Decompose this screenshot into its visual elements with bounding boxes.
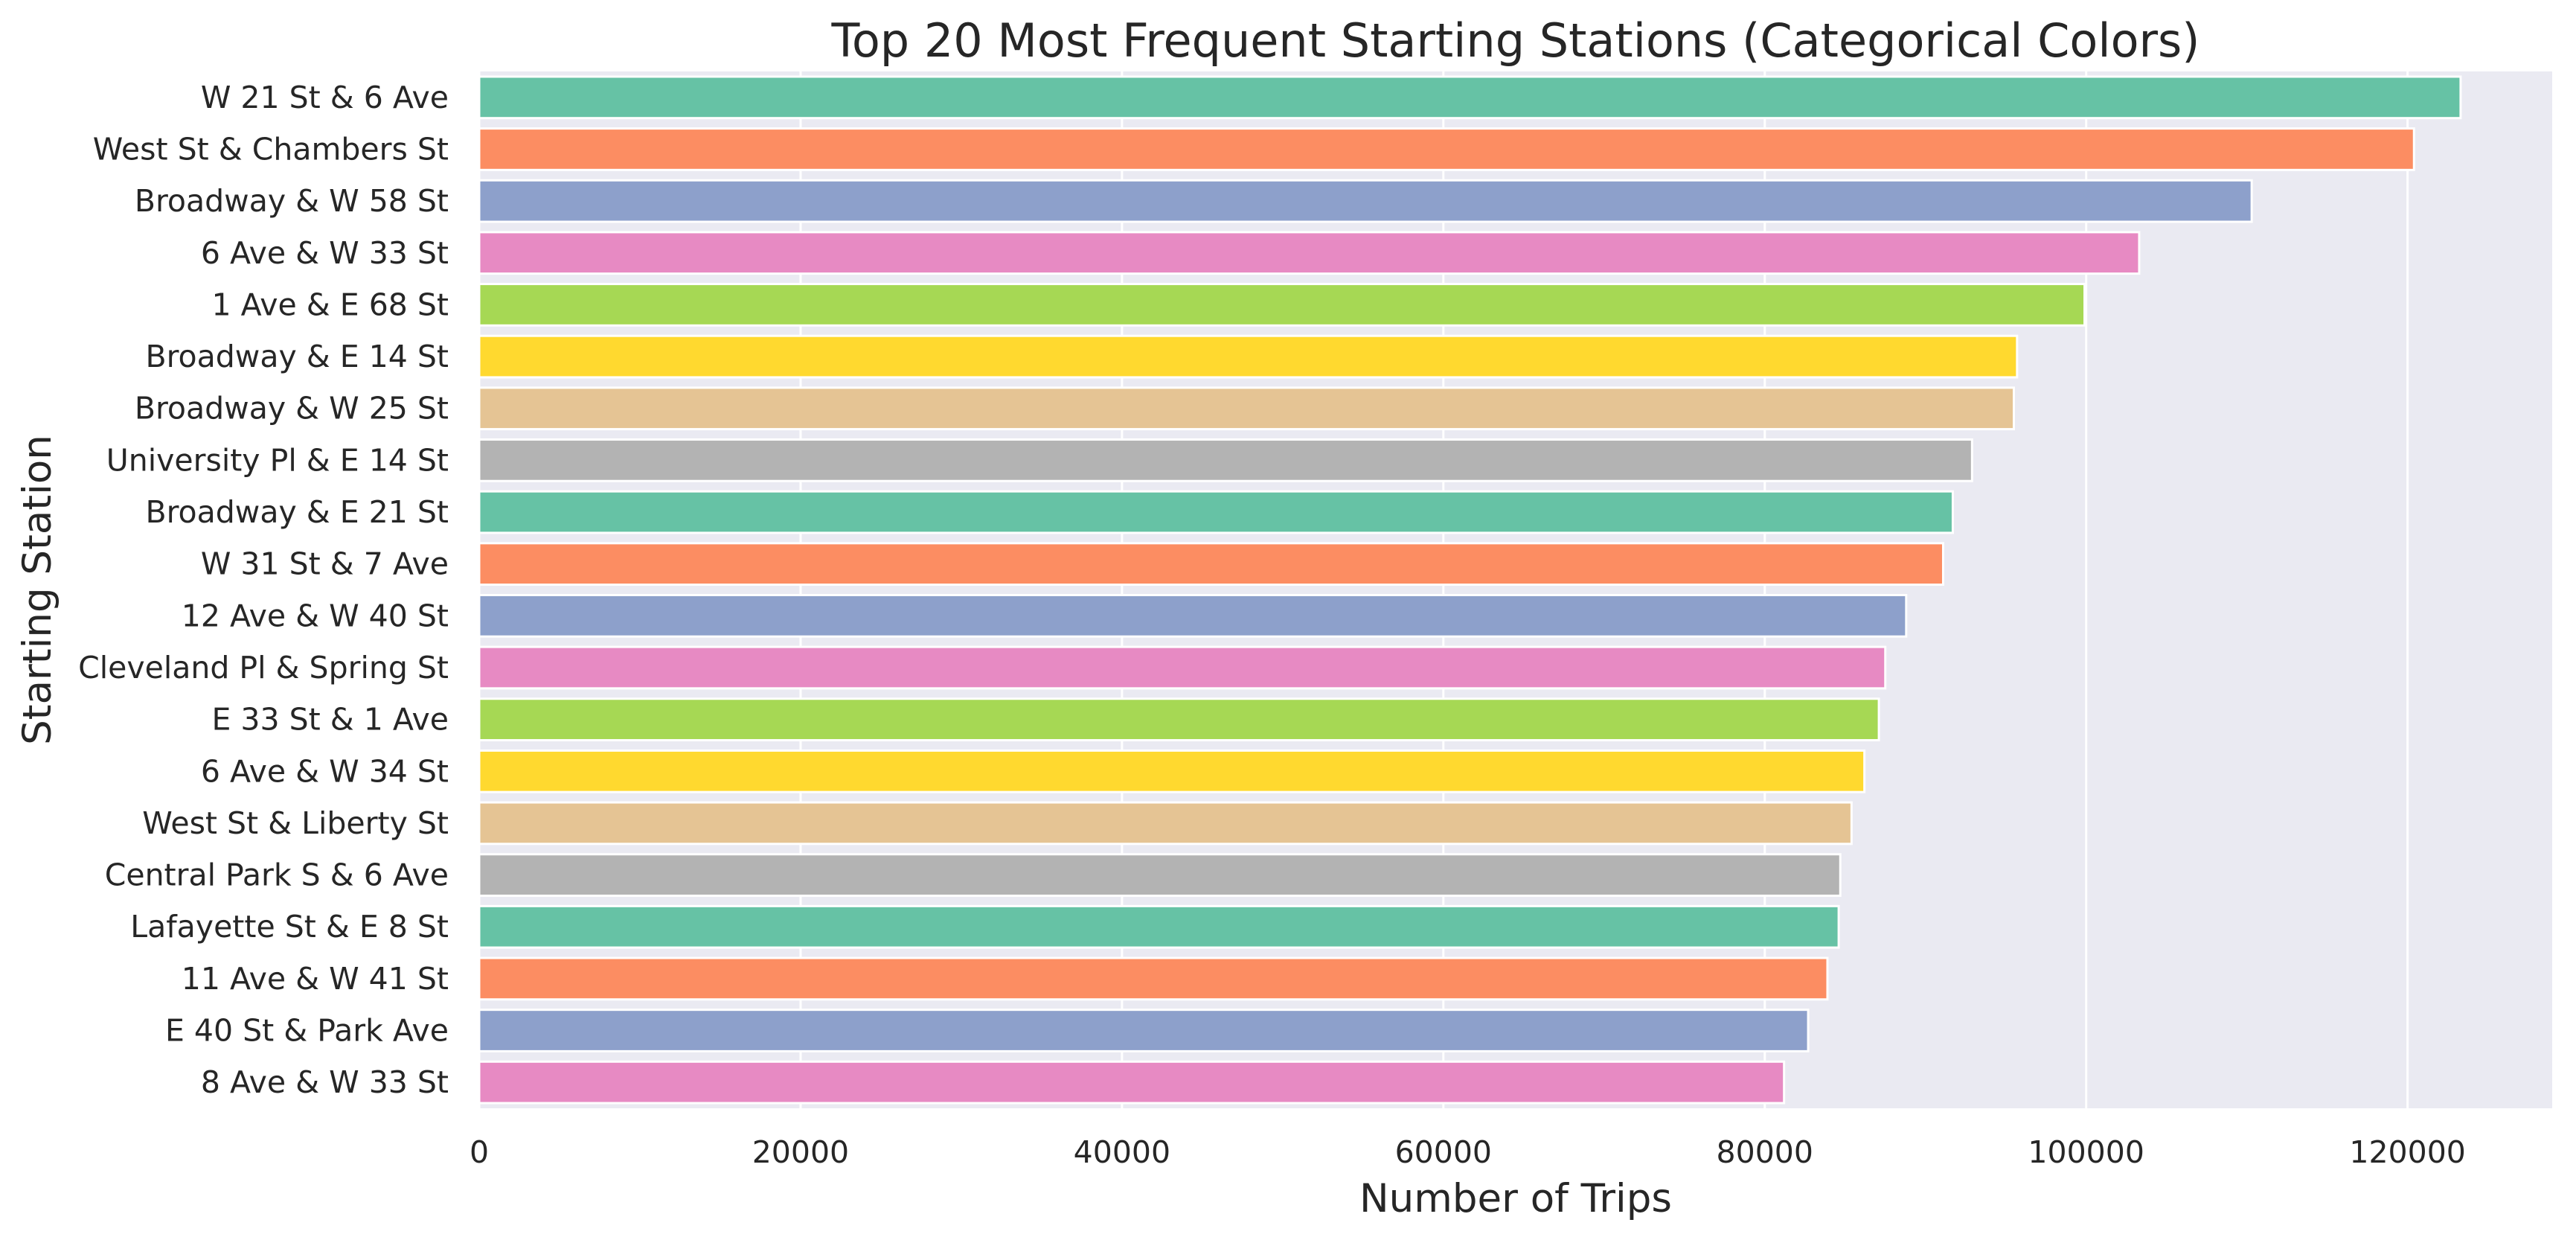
- bar: [478, 697, 1880, 741]
- bar: [478, 853, 1842, 897]
- bar: [478, 75, 2462, 120]
- bar: [478, 593, 1908, 638]
- y-tick-label: 1 Ave & E 68 St: [211, 287, 449, 322]
- bar: [478, 438, 1973, 482]
- x-tick-label: 60000: [1395, 1134, 1492, 1170]
- y-tick-label: Central Park S & 6 Ave: [105, 857, 449, 893]
- y-tick-label: W 21 St & 6 Ave: [201, 80, 449, 115]
- bar: [478, 334, 2019, 379]
- bar: [478, 231, 2141, 275]
- y-tick-label: 6 Ave & W 33 St: [201, 235, 449, 271]
- bar: [478, 283, 2086, 327]
- bar: [478, 127, 2415, 171]
- y-tick-label: 8 Ave & W 33 St: [201, 1064, 449, 1100]
- bar: [478, 904, 1840, 949]
- bar: [478, 1060, 1786, 1105]
- plot-area: [479, 71, 2552, 1108]
- x-tick-label: 80000: [1717, 1134, 1813, 1170]
- bar: [478, 1009, 1810, 1052]
- x-tick-label: 40000: [1074, 1134, 1170, 1170]
- x-tick-label: 100000: [2028, 1134, 2144, 1170]
- chart-title: Top 20 Most Frequent Starting Stations (…: [831, 13, 2200, 68]
- y-tick-label: Cleveland Pl & Spring St: [78, 650, 449, 686]
- y-tick-label: W 31 St & 7 Ave: [201, 546, 449, 582]
- bar: [478, 801, 1853, 846]
- y-tick-label: Lafayette St & E 8 St: [130, 909, 449, 945]
- bar: [478, 490, 1954, 534]
- y-tick-label: University Pl & E 14 St: [106, 442, 449, 478]
- y-axis-label: Starting Station: [15, 435, 60, 745]
- x-tick-label: 120000: [2349, 1134, 2466, 1170]
- x-tick-label: 20000: [752, 1134, 849, 1170]
- y-tick-label: Broadway & E 14 St: [145, 339, 449, 374]
- bar: [478, 386, 2016, 431]
- y-tick-labels: W 21 St & 6 Ave West St & Chambers St Broa…: [78, 80, 449, 1100]
- bar: [478, 542, 1944, 587]
- y-tick-label: West St & Liberty St: [142, 805, 449, 841]
- bar: [478, 179, 2253, 223]
- y-tick-label: 11 Ave & W 41 St: [182, 961, 449, 997]
- y-tick-label: Broadway & W 25 St: [135, 391, 449, 426]
- y-tick-label: West St & Chambers St: [93, 131, 449, 167]
- y-tick-label: E 33 St & 1 Ave: [211, 702, 449, 738]
- y-tick-label: Broadway & E 21 St: [145, 494, 449, 530]
- y-tick-label: Broadway & W 58 St: [135, 183, 449, 219]
- bar: [478, 749, 1866, 793]
- bars: [478, 75, 2462, 1105]
- x-tick-label: 0: [470, 1134, 489, 1170]
- y-tick-label: 6 Ave & W 34 St: [201, 753, 449, 789]
- bar: [478, 645, 1887, 690]
- y-tick-label: E 40 St & Park Ave: [165, 1013, 449, 1049]
- x-axis-label: Number of Trips: [1359, 1176, 1672, 1221]
- y-tick-label: 12 Ave & W 40 St: [182, 598, 449, 633]
- x-tick-labels: 0 20000 40000 60000 80000 100000 120000: [470, 1134, 2466, 1170]
- bar: [478, 956, 1829, 1001]
